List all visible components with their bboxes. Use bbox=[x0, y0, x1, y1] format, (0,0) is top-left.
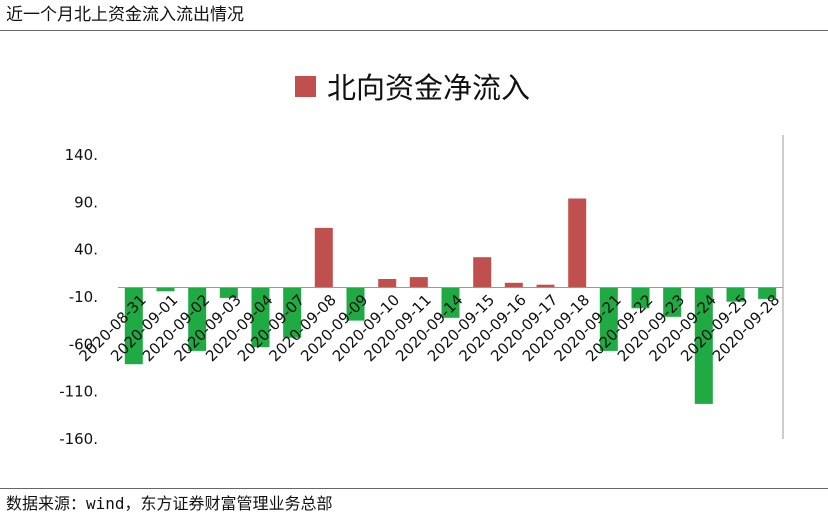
bar bbox=[599, 287, 618, 351]
y-tick-label: -60. bbox=[69, 335, 98, 353]
header-divider bbox=[0, 30, 828, 31]
legend-label: 北向资金净流入 bbox=[327, 71, 530, 105]
y-tick-label: 40. bbox=[74, 241, 98, 259]
y-tick-label: 90. bbox=[74, 193, 98, 211]
y-axis: 140. 90. 40. -10. -60. -110. -160. bbox=[59, 146, 98, 448]
y-tick-label: 140. bbox=[65, 146, 98, 164]
bar bbox=[473, 257, 492, 288]
bar bbox=[536, 284, 555, 288]
data-source: 数据来源：wind，东方证券财富管理业务总部 bbox=[6, 494, 333, 513]
bar bbox=[758, 287, 777, 299]
bar-chart: 北向资金净流入 140. 90. 40. -10. -60. -110. -160. 202… bbox=[59, 71, 784, 448]
bar bbox=[441, 287, 460, 318]
bar bbox=[124, 287, 143, 365]
bar bbox=[314, 227, 333, 288]
y-tick-label: -10. bbox=[69, 288, 98, 306]
bar bbox=[409, 277, 428, 288]
bar bbox=[251, 287, 270, 348]
report-title: 近一个月北上资金流入流出情况 bbox=[6, 5, 244, 25]
bar bbox=[378, 279, 397, 288]
x-axis-labels: 2020-08-312020-09-012020-09-022020-09-03… bbox=[75, 291, 783, 365]
bar bbox=[726, 287, 745, 302]
bar bbox=[504, 282, 523, 288]
bar bbox=[346, 287, 365, 321]
y-tick-label: -110. bbox=[59, 383, 98, 401]
bar bbox=[219, 287, 238, 298]
bars bbox=[124, 198, 777, 404]
legend: 北向资金净流入 bbox=[295, 71, 530, 105]
bar bbox=[631, 287, 650, 309]
y-tick-label: -160. bbox=[59, 430, 98, 448]
bar bbox=[283, 287, 302, 338]
chart-area: 北向资金净流入 140. 90. 40. -10. -60. -110. -160. 202… bbox=[0, 31, 828, 486]
bar bbox=[156, 287, 175, 292]
footer-divider bbox=[0, 488, 828, 489]
legend-swatch bbox=[295, 76, 316, 97]
bar bbox=[663, 287, 682, 317]
bar bbox=[568, 198, 587, 288]
bar bbox=[694, 287, 713, 404]
bar bbox=[188, 287, 207, 351]
